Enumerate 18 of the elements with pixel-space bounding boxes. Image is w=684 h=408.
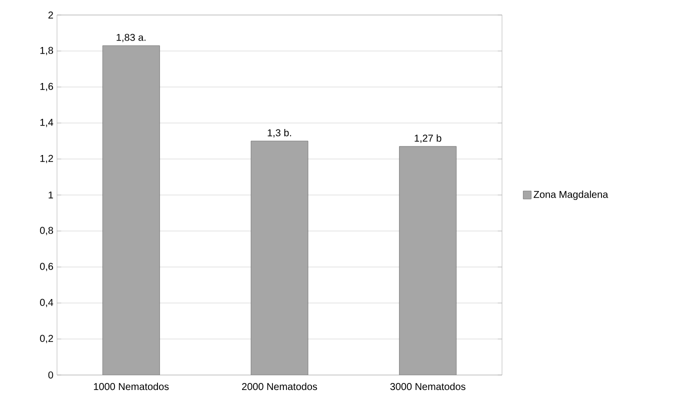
x-tick-label: 3000 Nematodos <box>390 382 466 390</box>
x-tick-label: 1000 Nematodos <box>94 382 169 390</box>
y-tick-label: 0,8 <box>40 226 54 236</box>
y-tick-label: 0,6 <box>40 262 54 272</box>
data-label: 1,27 b <box>414 134 442 143</box>
y-tick-label: 0,2 <box>40 334 53 344</box>
legend-label: Zona Magdalena <box>534 190 608 200</box>
data-label: 1,83 a. <box>116 34 146 42</box>
y-tick-label: 1,4 <box>40 118 54 128</box>
data-label: 1,3 b. <box>268 128 292 138</box>
y-tick-label: 0 <box>48 371 54 379</box>
y-tick-label: 0,4 <box>40 298 54 308</box>
y-tick-label: 1 <box>48 192 53 198</box>
y-tick-label: 2 <box>48 12 53 18</box>
y-tick-label: 1,8 <box>40 46 54 56</box>
y-tick-label: 1,6 <box>40 82 54 92</box>
y-tick-label: 1,2 <box>40 154 53 164</box>
x-tick-label: 2000 Nematodos <box>242 382 318 390</box>
